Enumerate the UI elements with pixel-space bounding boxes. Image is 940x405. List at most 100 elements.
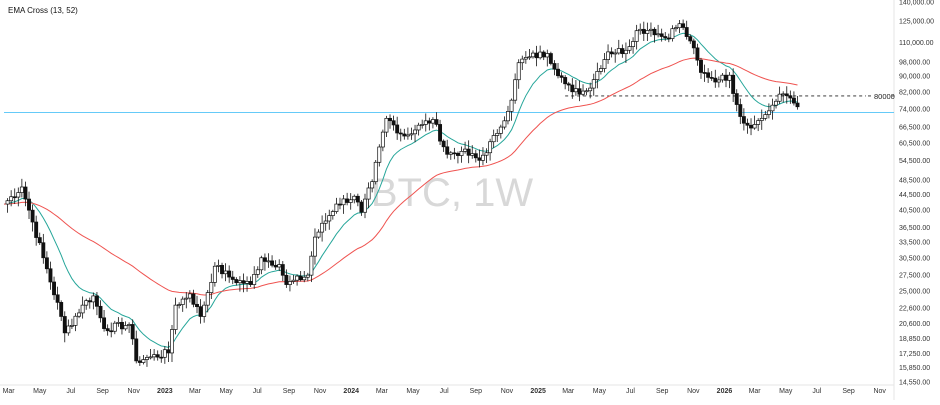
candle-down (262, 253, 267, 271)
candle-down (59, 300, 64, 321)
candle-up (409, 127, 414, 140)
candle-body (434, 119, 439, 125)
candle-down (702, 64, 707, 82)
candle-body (309, 255, 314, 276)
candle-up (116, 317, 121, 327)
candle-body (513, 79, 518, 101)
candle-body (245, 281, 250, 284)
candle-body (663, 36, 668, 39)
candle-body (648, 28, 653, 31)
candle-body (305, 274, 310, 278)
candle-up (481, 147, 485, 166)
time-tick-label: Mar (3, 388, 16, 395)
price-tick-label: 25,000.00 (899, 289, 930, 296)
candle-body (48, 268, 53, 283)
time-tick-label: 2024 (343, 388, 359, 395)
candle-body (287, 281, 292, 285)
candle-body (763, 114, 768, 119)
candles (5, 19, 800, 367)
candle-body (348, 199, 353, 203)
candle-body (177, 304, 182, 306)
candle-down (784, 86, 789, 104)
candle-down (220, 262, 224, 279)
candle-body (702, 72, 707, 74)
candle-body (102, 317, 107, 329)
candle-up (152, 349, 157, 361)
candle-up (584, 88, 589, 96)
candle-body (706, 72, 711, 78)
time-tick-label: May (33, 388, 47, 395)
candle-down (473, 149, 478, 163)
time-tick-label: May (219, 388, 233, 395)
price-axis[interactable]: 140,000.00 125,000.00 110,000.00 98,000.00 9… (899, 0, 934, 387)
candle-body (380, 131, 385, 148)
time-tick-label: Sep (842, 388, 855, 395)
time-tick-label: Nov (314, 388, 327, 395)
candle-body (191, 293, 196, 305)
candle-up (634, 24, 639, 50)
time-tick-label: Mar (749, 388, 762, 395)
time-tick-label: Mar (189, 388, 202, 395)
candle-body (509, 99, 514, 112)
level-label: 80000 (874, 92, 895, 101)
candle-body (384, 117, 389, 133)
candle-up (448, 150, 453, 160)
price-tick-label: 33,500.00 (899, 240, 930, 247)
candle-up (648, 22, 653, 37)
time-tick-label: Nov (687, 388, 700, 395)
ema-cross-legend[interactable]: EMA Cross (13, 52) (8, 6, 78, 15)
candle-body (695, 47, 700, 61)
candle-down (120, 317, 124, 335)
candle-body (516, 62, 521, 81)
candle-up (616, 39, 621, 55)
candle-up (9, 190, 14, 207)
candle-body (330, 211, 335, 216)
candle-body (688, 36, 693, 42)
candle-up (127, 322, 132, 333)
candle-body (355, 195, 360, 203)
candle-body (459, 151, 464, 156)
candle-body (134, 338, 139, 362)
candle-up (123, 321, 128, 331)
candle-body (584, 90, 589, 93)
candle-up (531, 50, 535, 59)
time-axis[interactable]: Mar May Jul Sep Nov 2023 Mar May Jul Sep Nov 2024 Ma… (3, 388, 887, 395)
candle-down (94, 291, 99, 316)
candle-up (148, 348, 153, 360)
candle-down (48, 261, 53, 290)
candle-down (563, 75, 568, 90)
candle-down (724, 68, 728, 88)
symbol-watermark: BTC, 1W (371, 171, 533, 215)
candle-up (313, 228, 317, 265)
candle-down (466, 140, 471, 164)
price-tick-label: 14,550.00 (899, 380, 930, 387)
candle-body (534, 52, 539, 59)
candle-up (670, 25, 675, 42)
candle-body (552, 63, 557, 70)
candle-body (716, 79, 721, 83)
candle-down (684, 20, 689, 40)
candle-body (316, 231, 321, 238)
candle-up (598, 65, 603, 75)
candle-down (552, 60, 557, 76)
candle-body (598, 68, 603, 72)
candle-body (220, 264, 224, 275)
candle-body (377, 146, 382, 163)
candle-body (588, 87, 593, 92)
candle-body (795, 102, 800, 108)
candle-up (774, 98, 778, 109)
candle-down (438, 119, 443, 145)
candle-body (409, 133, 414, 136)
candle-body (16, 192, 21, 198)
candle-up (595, 62, 600, 89)
ema-52-line (3, 57, 798, 296)
candle-body (531, 52, 535, 58)
candle-body (602, 59, 607, 69)
candle-down (548, 51, 553, 66)
price-tick-label: 40,500.00 (899, 208, 930, 215)
time-tick-label: Jul (626, 388, 635, 395)
candle-up (366, 182, 371, 209)
candle-body (609, 51, 614, 55)
